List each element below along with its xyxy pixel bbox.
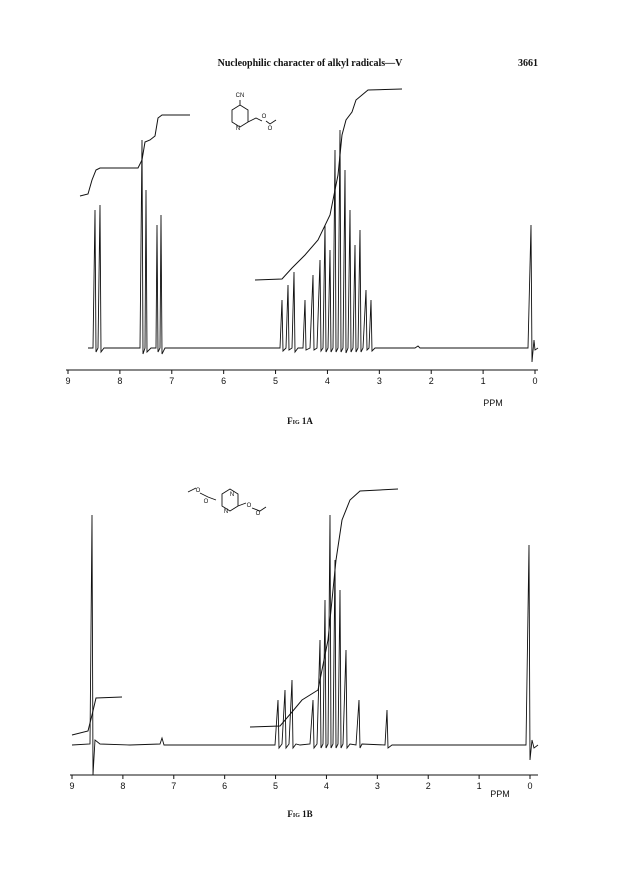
structure-label: O — [268, 126, 273, 132]
structure-label: N — [230, 492, 234, 498]
structure-label: O — [204, 499, 209, 505]
structure-label: N — [224, 509, 228, 515]
x-tick-label: 6 — [222, 781, 227, 791]
x-tick-label: 7 — [169, 376, 174, 386]
x-tick-label: 2 — [429, 376, 434, 386]
x-tick-label: 4 — [324, 781, 329, 791]
structure-label: O — [196, 488, 201, 494]
x-tick-label: 7 — [171, 781, 176, 791]
structure-label: CN — [236, 93, 245, 99]
x-axis-label: PPM — [483, 398, 503, 408]
x-tick-label: 9 — [65, 376, 70, 386]
integration-curve — [71, 696, 123, 736]
x-tick-label: 8 — [120, 781, 125, 791]
x-tick-label: 2 — [426, 781, 431, 791]
spectrum — [71, 514, 539, 776]
structure-label: O — [256, 511, 261, 517]
integration-curve — [249, 488, 399, 728]
x-axis-label: PPM — [490, 789, 510, 799]
x-tick-label: 0 — [532, 376, 537, 386]
integration-curve — [254, 88, 403, 281]
running-title: Nucleophilic character of alkyl radicals… — [218, 58, 404, 69]
figure-caption: Fig 1B — [287, 809, 312, 819]
structure: O O N N O O — [187, 487, 267, 517]
figure-a: CN N O O PPM Fig 1A 9 8 7 6 5 4 3 2 1 0 — [65, 88, 539, 426]
integration-curve — [79, 114, 190, 197]
structure-label: O — [262, 114, 267, 120]
x-tick-label: 0 — [527, 781, 532, 791]
x-tick-label: 1 — [477, 781, 482, 791]
x-tick-label: 3 — [375, 781, 380, 791]
x-tick-label: 9 — [69, 781, 74, 791]
x-tick-label: 4 — [325, 376, 330, 386]
figure-caption: Fig 1A — [287, 416, 313, 426]
x-tick-label: 5 — [273, 376, 278, 386]
figure-b: O O N N O O PPM Fig 1B 9 8 7 6 5 4 3 2 1 0 — [69, 487, 539, 819]
structure-label: N — [236, 126, 240, 132]
x-tick-label: 3 — [377, 376, 382, 386]
x-tick-label: 8 — [117, 376, 122, 386]
x-tick-label: 6 — [221, 376, 226, 386]
x-tick-label: 1 — [481, 376, 486, 386]
structure-label: O — [247, 503, 252, 509]
page-number: 3661 — [518, 58, 538, 69]
x-tick-label: 5 — [273, 781, 278, 791]
structure: CN N O O — [231, 93, 277, 132]
spectrum — [88, 129, 539, 363]
